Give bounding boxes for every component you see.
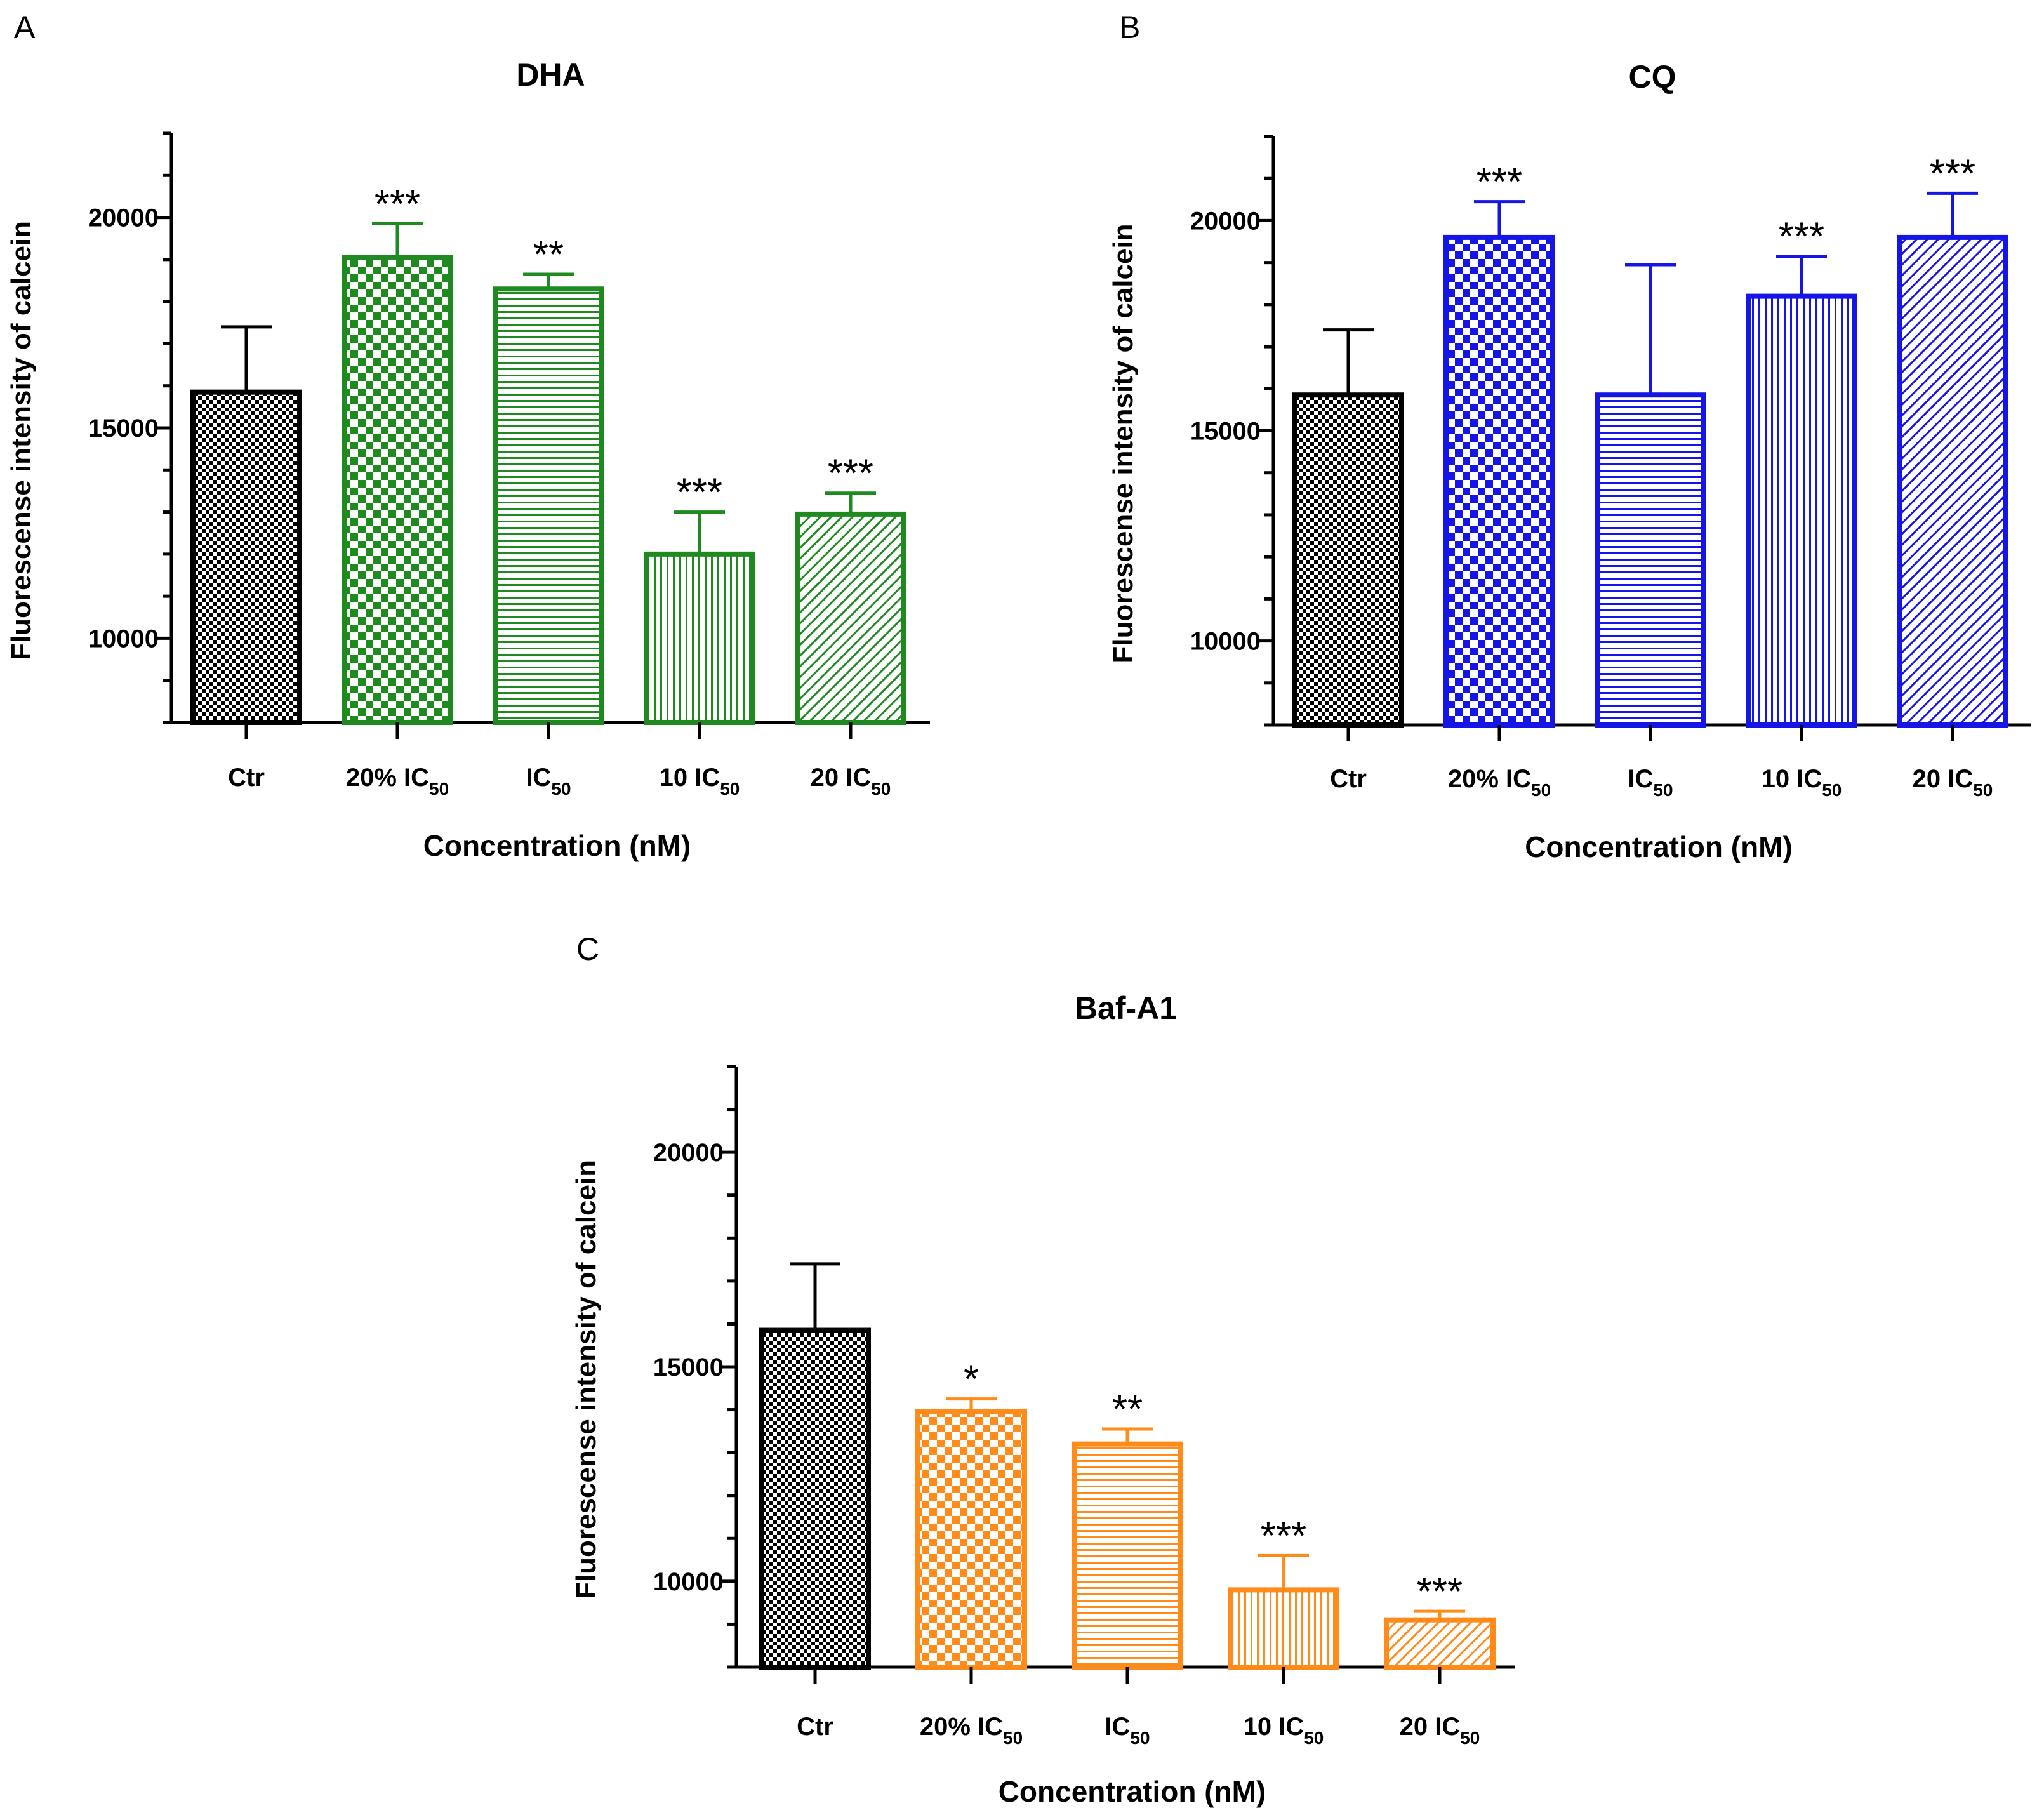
bar-group: *** 20 IC50	[1897, 152, 2008, 800]
bar	[795, 511, 906, 726]
y-axis-label: Fluorescense intensity of calcein	[1108, 223, 1139, 663]
significance-label: ***	[1779, 215, 1824, 259]
x-tick-label: IC50	[1105, 1713, 1150, 1748]
significance-label: **	[1112, 1388, 1143, 1432]
chart-title: DHA	[516, 57, 585, 93]
bar-group: *** 10 IC50	[1746, 215, 1857, 800]
bar	[493, 286, 604, 725]
x-tick-label: 20% IC50	[1448, 765, 1551, 800]
x-tick-label: 20 IC50	[1400, 1713, 1480, 1748]
chart-title: CQ	[1629, 59, 1676, 95]
x-axis-label: Concentration (nM)	[1525, 830, 1793, 863]
panel-letter: C	[576, 931, 599, 967]
significance-label: *	[964, 1358, 979, 1402]
bar-group: Ctr	[759, 1262, 871, 1741]
bar	[1228, 1587, 1339, 1670]
bar	[1292, 392, 1404, 728]
bar-group: *** 20 IC50	[795, 452, 906, 799]
x-axis-label: Concentration (nM)	[999, 1775, 1266, 1808]
bar	[644, 551, 755, 725]
x-tick-label: Ctr	[1330, 765, 1367, 793]
significance-label: **	[533, 233, 564, 277]
bar	[1072, 1441, 1183, 1670]
x-axis-label: Concentration (nM)	[423, 829, 691, 862]
x-tick-label: IC50	[526, 764, 571, 799]
bar	[190, 389, 302, 725]
x-tick-label: 20 IC50	[811, 764, 891, 799]
bar-group: ** IC50	[493, 233, 604, 799]
x-tick-label: 10 IC50	[1244, 1713, 1324, 1748]
bar	[759, 1327, 871, 1670]
significance-label: ***	[1417, 1570, 1463, 1614]
y-tick-label: 20000	[653, 1139, 724, 1167]
x-tick-label: 20% IC50	[346, 764, 449, 799]
y-tick-label: 15000	[1190, 418, 1261, 446]
bar-group: * 20% IC50	[915, 1358, 1027, 1748]
bar-group: Ctr	[1292, 328, 1404, 793]
y-tick-label: 10000	[88, 625, 159, 653]
bar-group: ** IC50	[1072, 1388, 1183, 1748]
bar-group: *** 20 IC50	[1384, 1570, 1496, 1748]
significance-label: ***	[828, 452, 873, 496]
significance-label: ***	[677, 471, 722, 515]
bar	[915, 1409, 1027, 1670]
y-tick-label: 20000	[88, 204, 159, 232]
x-tick-label: 20% IC50	[920, 1713, 1023, 1748]
x-tick-label: 10 IC50	[1762, 765, 1842, 800]
chart-panel-A: A DHA 10000 15000 20000 Fluorescense intensit…	[6, 10, 930, 862]
y-tick-label: 15000	[88, 415, 159, 442]
bar-group: *** 10 IC50	[1228, 1514, 1339, 1748]
chart-panel-C: C Baf-A1 10000 15000 20000 Fluorescense inten…	[571, 931, 1515, 1808]
bar-group: *** 10 IC50	[644, 471, 755, 799]
bar	[342, 255, 453, 725]
y-tick-label: 10000	[1190, 628, 1261, 656]
significance-label: ***	[375, 183, 420, 227]
panel-letter: A	[14, 10, 36, 45]
x-tick-label: 10 IC50	[660, 764, 740, 799]
bar-group: *** 20% IC50	[1443, 161, 1555, 800]
significance-label: ***	[1477, 161, 1522, 204]
significance-label: ***	[1930, 152, 1975, 196]
bar	[1897, 234, 2008, 728]
significance-label: ***	[1261, 1514, 1306, 1558]
x-tick-label: IC50	[1628, 765, 1673, 800]
bar-group: IC50	[1595, 263, 1706, 800]
panel-letter: B	[1119, 10, 1140, 45]
x-tick-label: Ctr	[797, 1713, 833, 1741]
y-tick-label: 20000	[1190, 207, 1261, 235]
bar	[1384, 1617, 1496, 1670]
y-tick-label: 10000	[653, 1568, 724, 1596]
bar	[1595, 392, 1706, 728]
x-tick-label: 20 IC50	[1913, 765, 1993, 800]
chart-panel-B: B CQ 10000 15000 20000 Fluorescense intensity…	[1108, 10, 2031, 863]
bar-group: Ctr	[190, 325, 302, 792]
bar-group: *** 20% IC50	[342, 183, 453, 799]
y-tick-label: 15000	[653, 1353, 724, 1381]
bar	[1443, 234, 1555, 728]
bar	[1746, 293, 1857, 728]
y-axis-label: Fluorescense intensity of calcein	[571, 1160, 602, 1599]
chart-title: Baf-A1	[1075, 990, 1177, 1026]
x-tick-label: Ctr	[228, 764, 265, 792]
y-axis-label: Fluorescense intensity of calcein	[6, 221, 37, 660]
